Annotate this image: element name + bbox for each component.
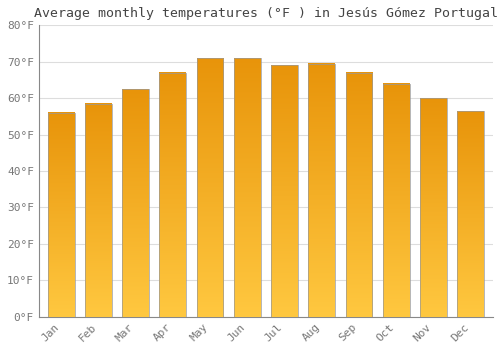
Bar: [85, 104, 112, 317]
Bar: [196, 58, 224, 317]
Bar: [383, 84, 409, 317]
Bar: [420, 98, 447, 317]
Bar: [458, 111, 484, 317]
Bar: [48, 113, 74, 317]
Bar: [346, 73, 372, 317]
Bar: [271, 65, 298, 317]
Bar: [308, 64, 335, 317]
Bar: [234, 58, 260, 317]
Title: Average monthly temperatures (°F ) in Jesús Gómez Portugal: Average monthly temperatures (°F ) in Je…: [34, 7, 498, 20]
Bar: [160, 73, 186, 317]
Bar: [122, 89, 149, 317]
